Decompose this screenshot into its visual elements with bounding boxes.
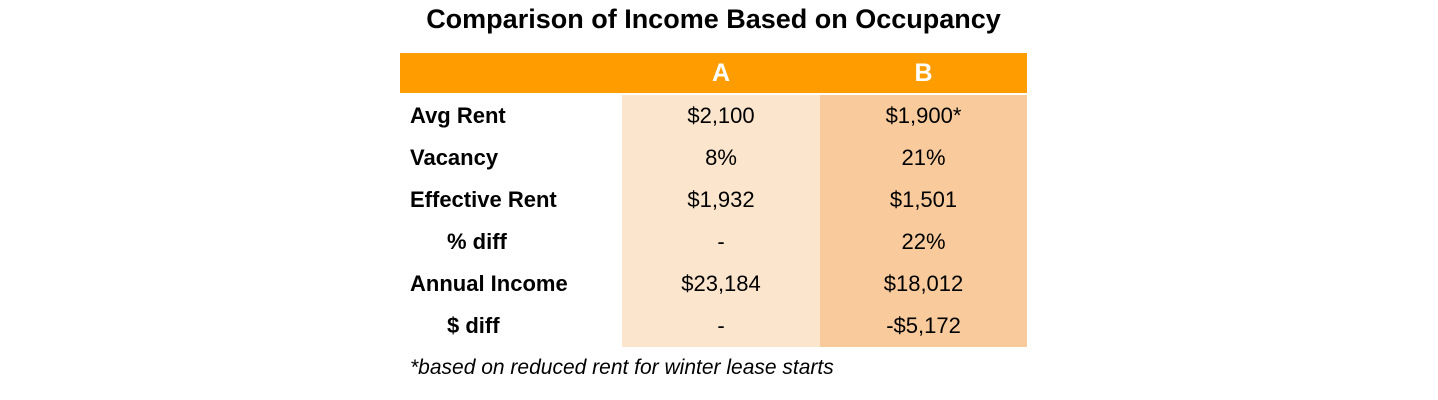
cell-effective-rent-b: $1,501 bbox=[820, 179, 1027, 221]
cell-percent-diff-b: 22% bbox=[820, 221, 1027, 263]
cell-percent-diff-a: - bbox=[622, 221, 820, 263]
table-body: Avg Rent $2,100 $1,900* Vacancy 8% 21% E… bbox=[400, 95, 1027, 347]
row-label-vacancy: Vacancy bbox=[400, 137, 622, 179]
footnote: *based on reduced rent for winter lease … bbox=[410, 356, 834, 379]
comparison-table: A B Avg Rent $2,100 $1,900* Vacancy 8% 2… bbox=[400, 53, 1027, 347]
cell-dollar-diff-b: -$5,172 bbox=[820, 305, 1027, 347]
row-label-annual-income: Annual Income bbox=[400, 263, 622, 305]
row-label-dollar-diff: $ diff bbox=[400, 305, 622, 347]
cell-avg-rent-b: $1,900* bbox=[820, 95, 1027, 137]
cell-effective-rent-a: $1,932 bbox=[622, 179, 820, 221]
cell-vacancy-a: 8% bbox=[622, 137, 820, 179]
header-cell-empty bbox=[400, 53, 622, 93]
cell-avg-rent-a: $2,100 bbox=[622, 95, 820, 137]
cell-vacancy-b: 21% bbox=[820, 137, 1027, 179]
cell-annual-income-b: $18,012 bbox=[820, 263, 1027, 305]
header-cell-b: B bbox=[820, 53, 1027, 93]
chart-title: Comparison of Income Based on Occupancy bbox=[426, 4, 1001, 34]
header-cell-a: A bbox=[622, 53, 820, 93]
cell-annual-income-a: $23,184 bbox=[622, 263, 820, 305]
row-label-avg-rent: Avg Rent bbox=[400, 95, 622, 137]
table-header-row: A B bbox=[400, 53, 1027, 93]
row-label-effective-rent: Effective Rent bbox=[400, 179, 622, 221]
row-label-percent-diff: % diff bbox=[400, 221, 622, 263]
cell-dollar-diff-a: - bbox=[622, 305, 820, 347]
